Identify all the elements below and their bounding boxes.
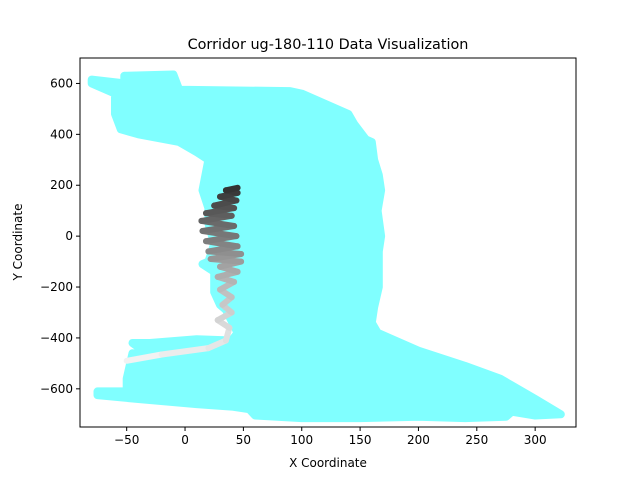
x-tick-label: 300 bbox=[524, 433, 547, 447]
chart-title: Corridor ug-180-110 Data Visualization bbox=[188, 37, 469, 53]
y-tick-label: 0 bbox=[65, 229, 73, 243]
x-axis-label: X Coordinate bbox=[289, 456, 367, 470]
path-segment bbox=[123, 351, 165, 364]
y-tick-label: −400 bbox=[40, 331, 73, 345]
y-tick-label: 400 bbox=[50, 127, 73, 141]
y-axis: −600 −400 −200 0 200 400 600 bbox=[40, 76, 80, 396]
x-tick-label: 0 bbox=[181, 433, 189, 447]
plot-area bbox=[87, 70, 565, 423]
x-tick-label: 100 bbox=[290, 433, 313, 447]
axes-frame bbox=[79, 57, 577, 428]
x-tick-label: −50 bbox=[114, 433, 139, 447]
y-tick-label: 600 bbox=[50, 76, 73, 90]
x-tick-label: 50 bbox=[236, 433, 251, 447]
y-axis-label: Y Coordinate bbox=[11, 204, 25, 282]
y-tick-label: 200 bbox=[50, 178, 73, 192]
y-tick-label: −200 bbox=[40, 280, 73, 294]
x-tick-label: 150 bbox=[349, 433, 372, 447]
path-segment bbox=[158, 345, 212, 358]
x-tick-label: 250 bbox=[465, 433, 488, 447]
path-segment bbox=[222, 184, 241, 194]
x-tick-label: 200 bbox=[407, 433, 430, 447]
plot-marks bbox=[87, 70, 565, 423]
path-segment bbox=[205, 337, 229, 352]
x-axis: −50 0 50 100 150 200 250 300 bbox=[114, 427, 547, 447]
y-tick-label: −600 bbox=[40, 382, 73, 396]
